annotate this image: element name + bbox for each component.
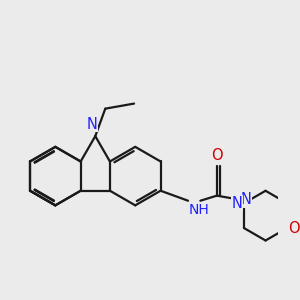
Text: O: O: [211, 148, 223, 163]
Text: O: O: [289, 220, 300, 236]
Text: N: N: [232, 196, 242, 211]
Text: NH: NH: [189, 203, 210, 217]
Text: N: N: [87, 116, 98, 131]
Text: N: N: [240, 193, 251, 208]
